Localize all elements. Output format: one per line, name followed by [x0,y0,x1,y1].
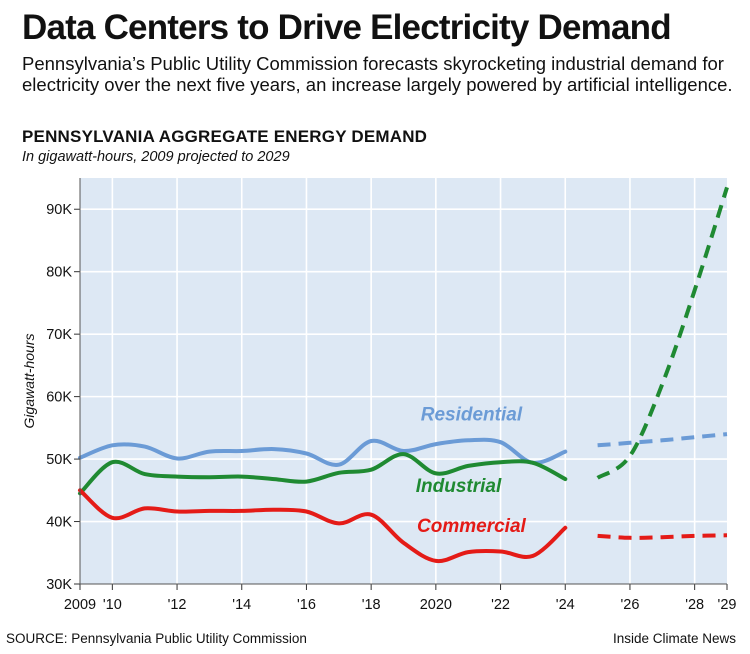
credit-note: Inside Climate News [612,631,736,646]
x-tick-label: '18 [362,597,381,613]
series-projection-commercial [597,533,728,540]
series-label-residential: Residential [421,404,523,425]
y-tick-label: 60K [46,390,72,406]
series-line-commercial [78,488,568,564]
x-tick-label: '29 [718,597,737,613]
chart-title: PENNSYLVANIA AGGREGATE ENERGY DEMAND [22,127,428,146]
series-projection-residential [597,432,728,448]
line-chart: Residential Industrial Commercial 30K 40K 50… [21,178,737,613]
y-tick-label: 50K [46,452,72,468]
x-tick-label: '10 [103,597,122,613]
series-projection-industrial [596,186,729,480]
y-tick-label: 30K [46,577,72,593]
y-tick-label: 80K [46,265,72,281]
series-label-commercial: Commercial [417,516,526,537]
x-tick-label: 2020 [420,597,452,613]
y-tick-label: 70K [46,327,72,343]
x-tick-label: '12 [168,597,187,613]
chart-subtitle: In gigawatt-hours, 2009 projected to 202… [22,149,290,165]
y-axis-label: Gigawatt-hours [21,334,37,429]
series-line-residential [78,437,568,467]
y-tick-label: 90K [46,202,72,218]
x-tick-label: '28 [685,597,704,613]
x-tick-label: '26 [620,597,639,613]
x-tick-label: '16 [297,597,316,613]
plot-background [80,178,727,584]
page-title: Data Centers to Drive Electricity Demand [22,8,672,47]
x-tick-label: '22 [491,597,510,613]
x-tick-label: 2009 [64,597,96,613]
x-tick-label: '24 [556,597,575,613]
series-line-industrial [78,452,568,496]
source-note: SOURCE: Pennsylvania Public Utility Comm… [6,631,307,646]
series-label-industrial: Industrial [416,476,502,497]
x-tick-label: '14 [232,597,251,613]
y-tick-label: 40K [46,515,72,531]
page-subtitle: Pennsylvania’s Public Utility Commission… [22,53,733,95]
